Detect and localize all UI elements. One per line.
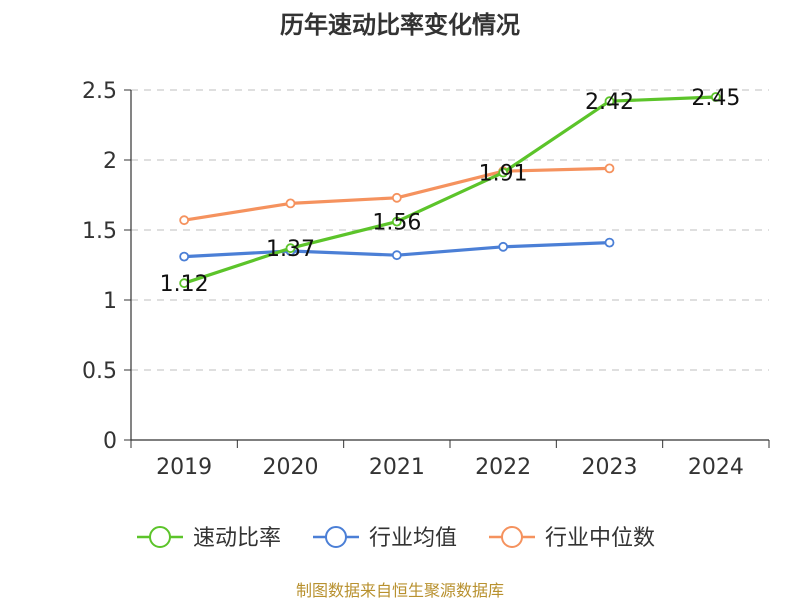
series-0-point-2020 xyxy=(285,243,296,254)
legend[interactable]: 速动比率 行业均值 行业中位数 xyxy=(137,526,655,551)
series-0-point-2019 xyxy=(179,278,190,289)
y-tick-label-5: 2.5 xyxy=(82,79,117,104)
legend-item-2[interactable]: 行业中位数 xyxy=(489,526,655,551)
legend-marker-2 xyxy=(501,526,523,548)
y-tick-label-0: 0 xyxy=(103,429,117,454)
y-tick-label-3: 1.5 xyxy=(82,219,117,244)
legend-item-0[interactable]: 速动比率 xyxy=(137,526,281,551)
y-tick-label-2: 1 xyxy=(103,289,117,314)
data-label-2019: 1.12 xyxy=(160,272,209,297)
series-1-point-2023 xyxy=(604,237,615,248)
series-2-point-2019 xyxy=(179,215,190,226)
data-label-2024: 2.45 xyxy=(691,86,740,111)
series-0-point-2024 xyxy=(710,92,721,102)
x-tick-label-2020: 2020 xyxy=(263,455,319,480)
series-layer xyxy=(179,92,721,289)
legend-marker-0 xyxy=(149,526,171,548)
legend-item-1[interactable]: 行业均值 xyxy=(313,526,457,551)
y-tick-label-1: 0.5 xyxy=(82,359,117,384)
series-1-point-2019 xyxy=(179,251,190,262)
legend-marker-1 xyxy=(325,526,347,548)
x-tick-label-2021: 2021 xyxy=(369,455,425,480)
data-labels: 1.12 1.37 1.56 1.91 2.42 2.45 xyxy=(160,86,741,297)
grid-lines xyxy=(131,89,769,371)
y-tick-label-4: 2 xyxy=(103,149,117,174)
data-label-2021: 1.56 xyxy=(372,211,421,236)
legend-label-0: 速动比率 xyxy=(193,526,281,551)
series-2-point-2020 xyxy=(285,198,296,209)
chart-title: 历年速动比率变化情况 xyxy=(280,11,520,39)
series-2-point-2021 xyxy=(391,192,402,203)
series-0-point-2022 xyxy=(498,167,509,178)
x-tick-label-2019: 2019 xyxy=(156,455,212,480)
axes: 0 0.5 1 1.5 2 2.5 2019 2020 2021 2022 2023 2024 xyxy=(82,79,770,480)
series-0-point-2023 xyxy=(604,96,615,107)
x-tick-label-2022: 2022 xyxy=(475,455,531,480)
data-label-2023: 2.42 xyxy=(585,90,634,115)
series-line-0 xyxy=(182,95,718,285)
series-2-point-2023 xyxy=(604,163,615,174)
x-tick-label-2024: 2024 xyxy=(688,455,744,480)
data-label-2022: 1.91 xyxy=(479,162,528,187)
series-0-point-2021 xyxy=(391,216,402,227)
source-note: 制图数据来自恒生聚源数据库 xyxy=(296,581,504,600)
legend-label-2: 行业中位数 xyxy=(545,526,655,551)
series-1-point-2021 xyxy=(391,250,402,261)
x-tick-label-2023: 2023 xyxy=(582,455,638,480)
legend-label-1: 行业均值 xyxy=(369,526,457,551)
series-1-point-2022 xyxy=(498,241,509,252)
data-label-2020: 1.37 xyxy=(266,237,315,262)
